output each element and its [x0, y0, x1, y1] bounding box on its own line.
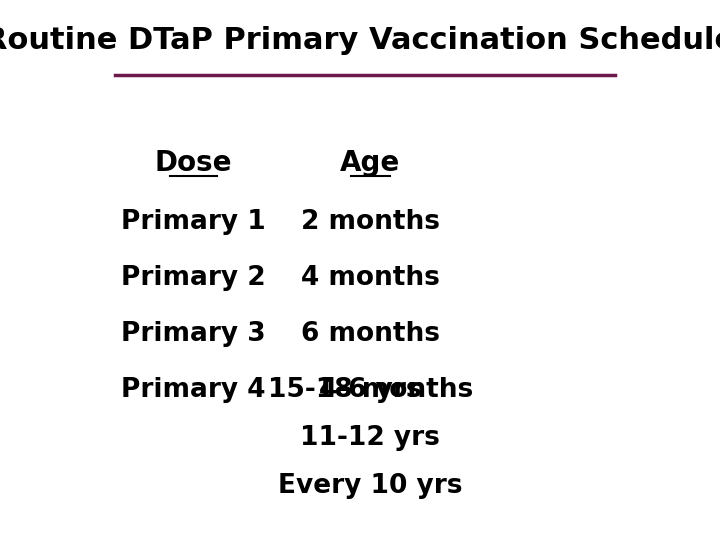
Text: Primary 3: Primary 3 [121, 321, 266, 347]
Text: 15-18 months: 15-18 months [268, 377, 473, 403]
Text: Primary 2: Primary 2 [121, 265, 266, 291]
Text: Primary 4: Primary 4 [121, 377, 266, 403]
Text: 2 months: 2 months [301, 209, 440, 235]
Text: 4-6 yrs: 4-6 yrs [319, 377, 422, 403]
Text: Every 10 yrs: Every 10 yrs [278, 474, 463, 500]
Text: 6 months: 6 months [301, 321, 440, 347]
Text: Primary 1: Primary 1 [121, 209, 266, 235]
Text: Routine DTaP Primary Vaccination Schedule: Routine DTaP Primary Vaccination Schedul… [0, 26, 720, 55]
Text: Dose: Dose [154, 149, 232, 177]
Text: 4 months: 4 months [301, 265, 440, 291]
Text: Age: Age [341, 149, 400, 177]
Text: 11-12 yrs: 11-12 yrs [300, 426, 441, 451]
